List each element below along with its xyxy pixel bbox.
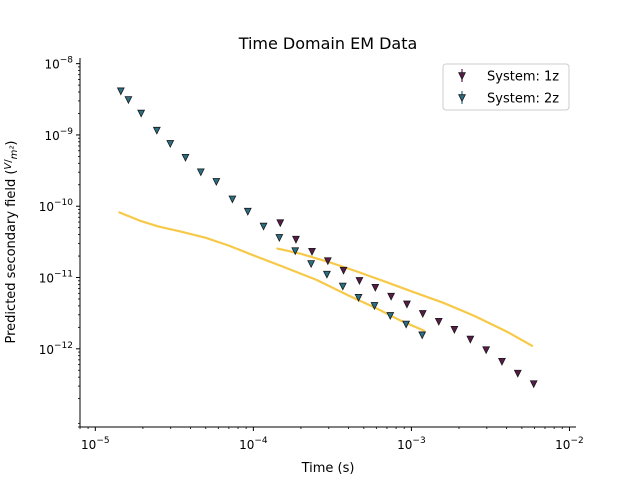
series-2-point-16 bbox=[338, 282, 347, 291]
x-axis-label: Time (s) bbox=[301, 461, 355, 476]
series-1 bbox=[276, 219, 538, 389]
series-2-point-3 bbox=[137, 109, 146, 118]
series-2-point-14 bbox=[307, 260, 316, 269]
series-2-point-8 bbox=[212, 178, 221, 187]
series-1-point-17 bbox=[529, 380, 538, 389]
series-1-point-5 bbox=[339, 266, 348, 275]
series-2-point-15 bbox=[322, 270, 331, 279]
series-1-point-10 bbox=[418, 310, 427, 318]
y-axis-ticks: 10−12 10−11 10−10 10−9 10−8 bbox=[39, 56, 80, 428]
y-tick-label-1: 10−12 bbox=[39, 341, 73, 357]
series-2-point-20 bbox=[402, 320, 411, 329]
legend-item-2: System: 2z bbox=[458, 91, 559, 107]
series-1-point-13 bbox=[466, 335, 475, 344]
legend-label-1: System: 1z bbox=[487, 70, 559, 85]
series-2 bbox=[116, 87, 427, 340]
series-1-point-12 bbox=[450, 326, 459, 334]
series-2-point-21 bbox=[418, 331, 427, 340]
series-2-point-2 bbox=[124, 96, 133, 105]
series-2-point-5 bbox=[166, 140, 175, 149]
series-1-point-2 bbox=[292, 235, 300, 244]
y-tick-label-5: 10−8 bbox=[44, 56, 73, 72]
series-2-point-13 bbox=[291, 247, 300, 256]
y-axis-unit-numerator: V bbox=[3, 162, 14, 170]
plot-area bbox=[116, 87, 538, 389]
y-axis-label-text: Predicted secondary field bbox=[4, 179, 19, 344]
x-tick-label-2: 10−4 bbox=[239, 436, 268, 452]
series-2-point-12 bbox=[275, 234, 284, 243]
series-2-point-9 bbox=[228, 195, 237, 204]
series-1-point-11 bbox=[434, 317, 443, 326]
series-2-point-6 bbox=[181, 153, 190, 162]
series-2-point-4 bbox=[152, 126, 161, 135]
series-2-point-11 bbox=[259, 222, 268, 231]
x-tick-label-3: 10−3 bbox=[397, 436, 426, 452]
x-tick-label-1: 10−5 bbox=[81, 436, 110, 452]
series-1-point-7 bbox=[371, 283, 380, 292]
legend: System: 1z System: 2z bbox=[442, 63, 570, 111]
legend-marker-2 bbox=[458, 94, 466, 103]
legend-frame bbox=[442, 63, 570, 111]
series-2-point-18 bbox=[370, 302, 379, 311]
y-tick-label-3: 10−10 bbox=[39, 198, 74, 214]
series-2-point-10 bbox=[243, 207, 252, 216]
y-axis-label: Predicted secondary field (V/m²) bbox=[3, 141, 20, 344]
series-1-point-8 bbox=[387, 292, 396, 301]
series-2-point-1 bbox=[116, 87, 125, 96]
series-1-point-16 bbox=[513, 369, 522, 378]
x-tick-label-4: 10−2 bbox=[555, 436, 584, 452]
series-2-point-19 bbox=[386, 312, 395, 321]
series-2-point-17 bbox=[354, 294, 363, 302]
legend-marker-1 bbox=[458, 72, 466, 81]
legend-item-1: System: 1z bbox=[458, 69, 559, 85]
curve-line-1 bbox=[118, 211, 426, 332]
series-1-point-9 bbox=[402, 300, 411, 309]
y-tick-label-4: 10−9 bbox=[44, 127, 73, 143]
y-axis-unit-slash: / bbox=[3, 159, 14, 163]
series-1-point-1 bbox=[276, 219, 285, 228]
y-axis-unit-denominator: m² bbox=[9, 146, 20, 160]
series-2-point-7 bbox=[196, 168, 205, 177]
y-tick-label-2: 10−11 bbox=[39, 270, 73, 286]
series-1-point-14 bbox=[482, 346, 491, 355]
series-1-point-4 bbox=[323, 257, 332, 266]
series-1-point-6 bbox=[355, 277, 364, 285]
chart-title: Time Domain EM Data bbox=[238, 34, 418, 53]
y-axis-label-paren-open: ( bbox=[4, 170, 19, 179]
series-1-point-3 bbox=[308, 248, 316, 256]
curve-line-2 bbox=[276, 247, 534, 347]
legend-label-2: System: 2z bbox=[487, 92, 559, 107]
y-axis-label-paren-close: ) bbox=[4, 141, 19, 146]
series-1-point-15 bbox=[498, 357, 506, 366]
x-axis-ticks: 10−5 10−4 10−3 10−2 bbox=[79, 427, 584, 452]
